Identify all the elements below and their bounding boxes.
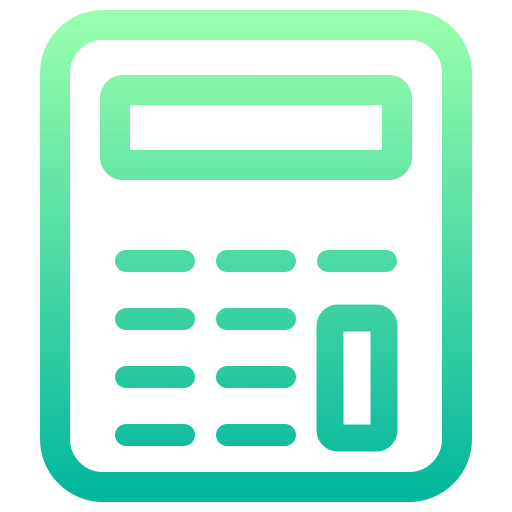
- calculator-svg: [0, 0, 512, 512]
- gradient-fill: [0, 0, 512, 512]
- calculator-icon: [0, 0, 512, 512]
